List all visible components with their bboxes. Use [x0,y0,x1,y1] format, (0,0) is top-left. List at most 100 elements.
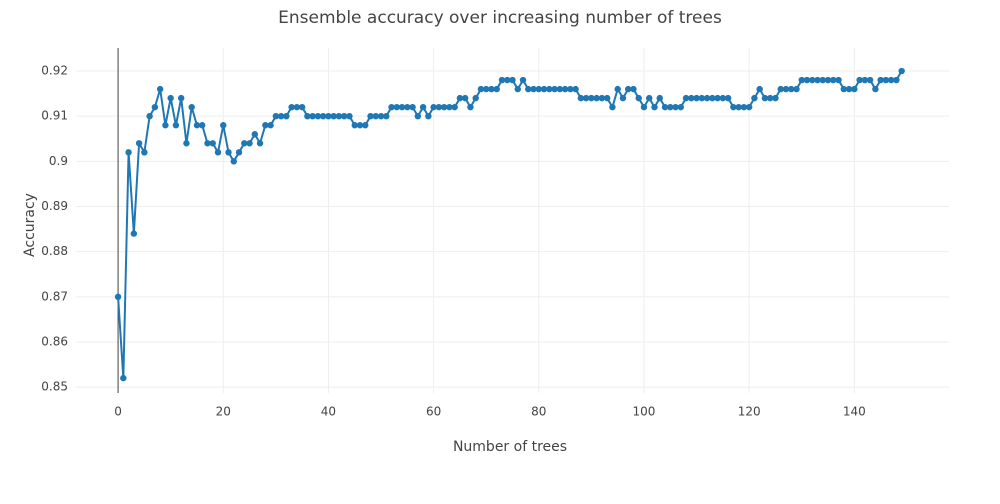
y-tick-label: 0.86 [41,334,68,348]
data-point [120,374,127,382]
data-point [761,94,769,102]
data-point [830,76,837,84]
data-point [809,76,816,84]
data-point [477,85,485,93]
data-point [383,112,390,120]
data-point [214,149,222,156]
data-point [777,85,784,93]
x-tick-label: 80 [531,405,546,419]
data-point [893,76,900,84]
data-point [304,112,311,120]
data-point [803,76,811,84]
data-point [351,122,358,129]
data-point [693,94,700,102]
data-point [861,76,869,84]
data-point [309,112,316,120]
data-point [430,103,437,111]
data-point [267,122,274,129]
data-point [835,76,842,84]
data-point [614,85,621,93]
data-point [856,76,863,84]
data-point [125,149,132,156]
data-point [588,94,595,102]
data-point [619,94,627,102]
data-point [735,103,742,111]
data-point [624,85,632,93]
data-point [656,94,663,102]
data-point [882,76,890,84]
y-axis-title: Accuracy [22,193,38,257]
data-point [709,94,716,102]
data-point [220,122,227,129]
data-point [667,103,674,111]
data-point [177,94,185,102]
x-tick-label: 140 [843,405,866,419]
data-point [377,112,385,120]
data-point [766,94,774,102]
data-point [640,103,648,111]
data-point [688,94,695,102]
data-point [404,103,411,111]
data-point [341,112,348,120]
data-point [751,94,758,102]
data-point [635,94,642,102]
y-tick-label: 0.89 [41,199,68,213]
data-point [509,76,516,84]
data-point [235,149,243,156]
data-point [646,94,653,102]
data-point [845,85,853,93]
data-point [167,94,174,102]
data-point [241,140,248,147]
data-point [887,76,895,84]
data-point [593,94,600,102]
x-tick-label: 0 [114,405,122,419]
data-point [330,112,337,120]
x-tick-label: 20 [216,405,231,419]
data-point [188,103,195,111]
data-point [393,103,401,111]
data-point [325,112,332,120]
y-tick-label: 0.88 [41,244,68,258]
data-point [435,103,443,111]
data-point [772,94,779,102]
data-point [225,149,232,156]
data-point [672,103,679,111]
data-point [561,85,569,93]
data-point [682,94,690,102]
data-point [498,76,506,84]
data-point [572,85,579,93]
data-point [493,85,500,93]
data-point [298,103,306,111]
data-point [483,85,490,93]
data-point [898,67,905,75]
x-axis-title: Number of trees [453,439,567,455]
data-point [246,140,253,147]
data-point [877,76,884,84]
data-point [504,76,511,84]
data-point [162,122,169,129]
data-point [851,85,858,93]
data-point [603,94,611,102]
data-point [556,85,564,93]
data-point [314,112,322,120]
data-point [251,131,259,138]
data-point [440,103,448,111]
data-point [745,103,753,111]
data-point [414,112,422,120]
data-point [661,103,669,111]
data-point [425,112,432,120]
data-point [872,85,879,93]
data-point [798,76,805,84]
data-point [651,103,658,111]
data-point [840,85,848,93]
data-point [467,103,474,111]
data-point [461,94,469,102]
data-point [135,140,143,147]
data-point [488,85,495,93]
data-point [199,122,206,129]
data-point [256,140,264,147]
data-point [262,122,269,129]
data-point [514,85,521,93]
data-point [814,76,821,84]
data-point [630,85,637,93]
